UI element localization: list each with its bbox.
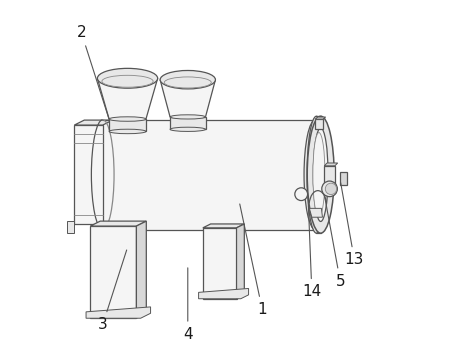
- Polygon shape: [198, 288, 248, 299]
- Ellipse shape: [160, 71, 216, 89]
- Ellipse shape: [109, 129, 146, 134]
- Polygon shape: [136, 221, 146, 318]
- Polygon shape: [170, 117, 206, 129]
- Polygon shape: [86, 307, 151, 318]
- Ellipse shape: [170, 115, 206, 119]
- Polygon shape: [324, 166, 335, 191]
- Polygon shape: [309, 208, 323, 217]
- Polygon shape: [103, 120, 315, 230]
- Polygon shape: [340, 172, 347, 185]
- Ellipse shape: [170, 127, 206, 131]
- Ellipse shape: [307, 116, 334, 233]
- Text: 2: 2: [76, 26, 109, 119]
- Text: 13: 13: [341, 183, 364, 267]
- Polygon shape: [90, 226, 136, 318]
- Ellipse shape: [313, 132, 325, 217]
- Polygon shape: [109, 119, 146, 131]
- Polygon shape: [74, 125, 103, 224]
- Polygon shape: [203, 228, 237, 299]
- Polygon shape: [237, 224, 244, 299]
- Ellipse shape: [304, 120, 327, 230]
- Ellipse shape: [307, 116, 326, 233]
- Text: 4: 4: [183, 268, 193, 342]
- Ellipse shape: [313, 128, 328, 221]
- Text: 5: 5: [325, 197, 345, 288]
- Polygon shape: [97, 78, 158, 119]
- Polygon shape: [324, 163, 338, 166]
- Ellipse shape: [102, 75, 153, 87]
- Polygon shape: [160, 80, 216, 117]
- Polygon shape: [67, 221, 74, 233]
- Text: 14: 14: [302, 206, 321, 299]
- Text: 3: 3: [98, 250, 127, 332]
- Ellipse shape: [295, 188, 308, 201]
- Ellipse shape: [109, 117, 146, 121]
- Polygon shape: [90, 221, 146, 226]
- Polygon shape: [74, 120, 112, 125]
- Polygon shape: [315, 119, 323, 129]
- Polygon shape: [315, 117, 326, 119]
- Ellipse shape: [97, 68, 158, 88]
- Ellipse shape: [325, 183, 337, 194]
- Ellipse shape: [322, 181, 338, 197]
- Text: 1: 1: [240, 204, 267, 317]
- Polygon shape: [203, 224, 244, 228]
- Ellipse shape: [164, 77, 212, 88]
